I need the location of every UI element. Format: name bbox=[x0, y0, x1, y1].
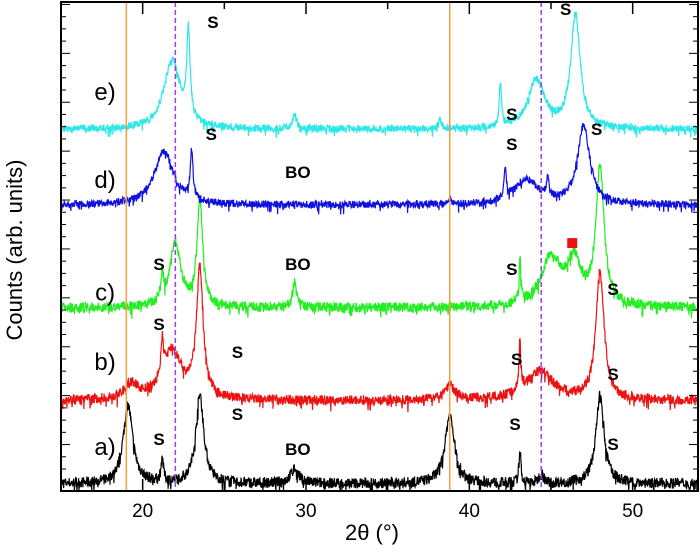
peak-annotation: BO bbox=[285, 440, 311, 459]
series-line-e bbox=[60, 11, 699, 139]
series-line-a bbox=[60, 390, 699, 492]
series-line-d bbox=[60, 122, 699, 215]
series-label: c) bbox=[95, 279, 115, 306]
peak-annotation: S bbox=[607, 365, 618, 384]
peak-annotation: S bbox=[153, 255, 164, 274]
peak-annotation: S bbox=[591, 120, 602, 139]
peak-annotation: S bbox=[607, 435, 618, 454]
peak-annotation: S bbox=[506, 135, 517, 154]
peak-annotation: S bbox=[153, 315, 164, 334]
series-line-b bbox=[60, 262, 699, 413]
series-line-c bbox=[60, 162, 699, 320]
peak-annotation: S bbox=[509, 415, 520, 434]
peak-annotation: S bbox=[506, 260, 517, 279]
peak-annotation: S bbox=[153, 430, 164, 449]
series-label: a) bbox=[94, 434, 115, 461]
plot-frame bbox=[60, 1, 699, 492]
series-label: b) bbox=[94, 349, 115, 376]
y-axis-label: Counts (arb. units) bbox=[2, 160, 27, 341]
x-tick-label: 30 bbox=[295, 501, 316, 522]
peak-annotation: S bbox=[560, 0, 571, 19]
x-axis-label: 2θ (°) bbox=[345, 520, 399, 545]
x-tick-label: 50 bbox=[622, 501, 643, 522]
peak-annotation: S bbox=[206, 125, 217, 144]
peak-annotation: S bbox=[232, 405, 243, 424]
series-label: d) bbox=[94, 167, 115, 194]
x-tick-label: 20 bbox=[132, 501, 153, 522]
square-marker bbox=[567, 238, 578, 249]
peak-annotation: S bbox=[207, 13, 218, 32]
peak-annotation: S bbox=[232, 343, 243, 362]
series-lines: a) b) c) d) e) bbox=[60, 11, 699, 492]
peak-annotation: S bbox=[511, 350, 522, 369]
peak-annotation: S bbox=[506, 105, 517, 124]
x-tick-label: 40 bbox=[459, 501, 480, 522]
peak-annotation: BO bbox=[285, 163, 311, 182]
axes: 20 30 40 50 bbox=[60, 1, 699, 522]
peak-annotation: S bbox=[607, 280, 618, 299]
peak-annotation: BO bbox=[285, 255, 311, 274]
reference-lines bbox=[125, 2, 542, 491]
series-label: e) bbox=[94, 79, 115, 106]
